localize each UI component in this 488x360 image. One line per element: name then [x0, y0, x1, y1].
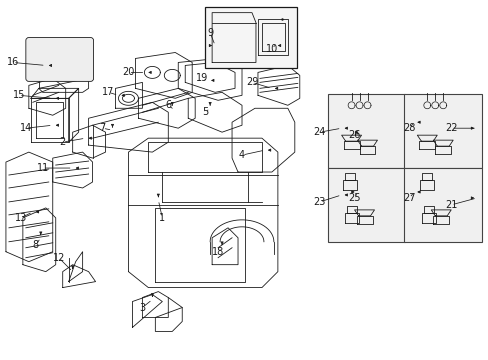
Text: 21: 21	[444, 200, 456, 210]
Text: 28: 28	[402, 123, 415, 133]
Text: 26: 26	[347, 130, 360, 140]
Text: 3: 3	[139, 302, 145, 312]
Bar	[327, 168, 405, 242]
Text: 13: 13	[15, 213, 27, 223]
Text: 29: 29	[245, 77, 258, 87]
Bar	[205, 7, 296, 68]
Text: 19: 19	[196, 73, 208, 84]
Text: 1: 1	[159, 213, 165, 223]
Text: 16: 16	[7, 58, 19, 67]
Text: 22: 22	[444, 123, 456, 133]
Text: 6: 6	[165, 100, 171, 110]
Text: 5: 5	[202, 107, 208, 117]
Text: 4: 4	[239, 150, 244, 160]
Bar	[327, 94, 405, 168]
Text: 25: 25	[347, 193, 360, 203]
Text: 18: 18	[211, 247, 224, 257]
Text: 14: 14	[20, 123, 32, 133]
Text: 9: 9	[206, 28, 213, 37]
Text: 17: 17	[102, 87, 115, 97]
Text: 23: 23	[313, 197, 325, 207]
Text: 15: 15	[13, 90, 25, 100]
Bar	[404, 94, 481, 168]
Text: 8: 8	[33, 240, 39, 250]
Text: 7: 7	[99, 123, 105, 133]
Text: 24: 24	[313, 127, 325, 137]
Text: 20: 20	[122, 67, 134, 77]
Text: 11: 11	[37, 163, 49, 173]
Text: 10: 10	[265, 44, 278, 54]
Text: 27: 27	[402, 193, 415, 203]
Text: 12: 12	[52, 253, 65, 263]
FancyBboxPatch shape	[26, 37, 93, 81]
Bar	[404, 168, 481, 242]
Text: 2: 2	[60, 137, 66, 147]
